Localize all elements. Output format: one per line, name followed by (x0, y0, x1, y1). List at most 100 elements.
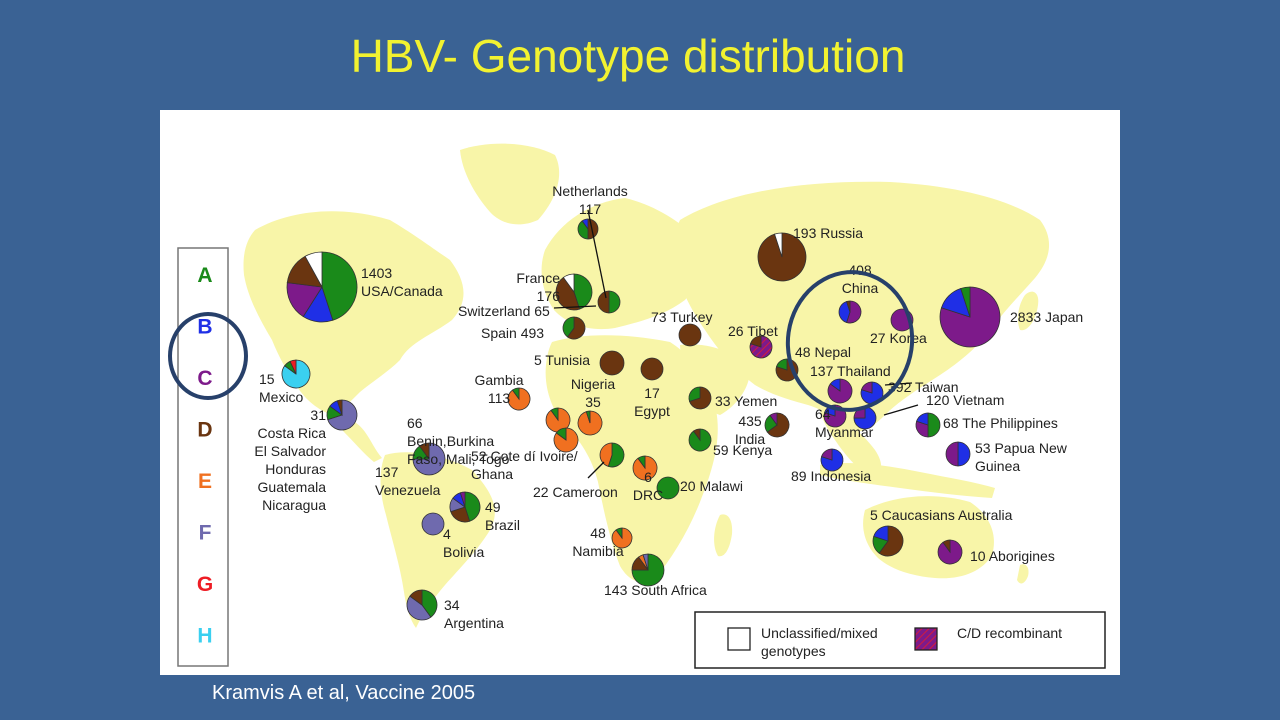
pie-usa-canada (286, 251, 358, 323)
pie-slice-papua-b (957, 441, 971, 467)
pie-turkey (678, 323, 702, 347)
label-namibia-1: Namibia (572, 543, 624, 559)
pie-slice-usa-canada-u (304, 251, 323, 288)
pie-china (838, 300, 862, 324)
pie-slice-indonesia-c (821, 448, 833, 461)
label-switzerland-0: Switzerland 65 (458, 303, 550, 319)
pie-central-america (326, 399, 358, 431)
label-drc-0: 6 (644, 469, 652, 485)
label-cote-divoire-0: 52 Cote dí Ivoire/ (471, 448, 578, 464)
label-brazil-0: 49 (485, 499, 501, 515)
pie-russia (757, 232, 807, 282)
label-indonesia-0: 89 Indonesia (791, 468, 871, 484)
label-argentina-0: 34 (444, 597, 460, 613)
landmass-madagascar (714, 514, 733, 557)
label-mexico-1: Mexico (259, 389, 304, 405)
pie-slice-france-a (573, 273, 593, 310)
pie-slice-france-u (562, 273, 575, 294)
pie-slice-aborigines-d (942, 539, 951, 554)
pie-slice-netherlands-a (577, 220, 589, 240)
genotype-legend-a: A (197, 264, 212, 287)
genotype-legend-c: C (197, 367, 212, 390)
landmass-australia (863, 496, 994, 579)
pie-brazil (449, 491, 481, 523)
label-cameroon-0: 22 Cameroon (533, 484, 618, 500)
landmass-africa (545, 335, 718, 583)
landmass-indonesia (820, 462, 995, 498)
label-egypt-1: Egypt (634, 403, 670, 419)
pie-slice-vietnam-b (853, 406, 877, 430)
pie-slice-philippines-b (916, 412, 929, 426)
pie-slice-china-b (838, 301, 851, 323)
pie-slice-korea-c (890, 308, 914, 332)
label-central-america-2: El Salvador (254, 443, 326, 459)
label-india-1: India (735, 431, 766, 447)
label-central-america-5: Nicaragua (262, 497, 326, 513)
unclassified-label: Unclassified/mixed (761, 625, 878, 641)
label-myanmar-1: Myanmar (815, 424, 874, 440)
pie-slice-kenya-d (692, 428, 701, 442)
pie-slice-argentina-a (421, 589, 438, 618)
label-benin-0: 66 (407, 415, 423, 431)
pie-slice-namibia-a (615, 527, 623, 540)
label-cote-divoire-1: Ghana (471, 466, 513, 482)
world-map-panel: A B C D E F G H 1403 USA/Canada 15 Mexico 31 Costa R… (160, 110, 1120, 675)
pie-cote-divoire (553, 427, 579, 453)
label-yemen-0: 33 Yemen (715, 393, 777, 409)
label-argentina-1: Argentina (444, 615, 504, 631)
pie-slice-usa-canada-c (286, 282, 323, 318)
pie-slice-benin-a (550, 407, 559, 422)
unclassified-swatch (727, 627, 751, 651)
landmass-new-zealand (1017, 564, 1029, 584)
pie-slice-cameroon-e (599, 442, 613, 467)
region-pies (281, 218, 1001, 621)
genotype-legend-g: G (197, 573, 213, 596)
pie-switzerland (597, 290, 621, 314)
pie-slice-japan-c (939, 286, 1001, 348)
pie-slice-india-c (769, 412, 778, 427)
pie-slice-usa-canada-a (321, 251, 358, 321)
label-usa-canada-0: 1403 (361, 265, 392, 281)
pie-australia (872, 525, 904, 557)
pie-thailand (827, 378, 853, 404)
label-gambia-1: 113 (488, 390, 511, 406)
pie-gambia (507, 387, 531, 411)
pie-slice-turkey-d (678, 323, 702, 347)
pie-slice-india-d (766, 412, 790, 438)
pie-slice-venezuela-d (419, 442, 430, 461)
region-labels: 1403 USA/Canada 15 Mexico 31 Costa Rica El Sal… (254, 183, 1083, 631)
label-china-1: China (842, 280, 879, 296)
slide-title: HBV- Genotype distribution (350, 30, 906, 82)
label-philippines-0: 68 The Philippines (943, 415, 1058, 431)
genotype-legend-d: D (197, 419, 212, 442)
label-malawi-0: 20 Malawi (680, 478, 743, 494)
pie-slice-malawi-a (656, 476, 680, 500)
label-papua-0: 53 Papua New (975, 440, 1068, 456)
pie-kenya (688, 428, 712, 452)
pie-slice-brazil-a (464, 491, 481, 522)
label-japan-0: 2833 Japan (1010, 309, 1083, 325)
pie-slice-spain-d (566, 316, 586, 340)
pie-slice-yemen-a (688, 386, 701, 402)
pie-slice-argentina-d (409, 589, 423, 606)
label-aborigines-0: 10 Aborigines (970, 548, 1055, 564)
label-china-0: 408 (848, 262, 872, 278)
label-mexico-0: 15 (259, 371, 275, 387)
pie-south-africa (631, 553, 665, 587)
label-central-america-0: 31 (310, 407, 326, 423)
label-tunisia-0: 5 Tunisia (534, 352, 590, 368)
pointer-arrows (553, 209, 919, 479)
pie-namibia (611, 527, 633, 549)
pie-bolivia (421, 512, 445, 536)
label-namibia-0: 48 (590, 525, 606, 541)
pie-korea (890, 308, 914, 332)
label-gambia-0: Gambia (474, 372, 523, 388)
pie-slice-japan-a (960, 286, 971, 318)
pie-slice-argentina-f (406, 595, 432, 621)
label-central-america-3: Honduras (265, 461, 326, 477)
pie-slice-australia-d (878, 525, 904, 557)
label-nigeria-0: Nigeria (571, 376, 616, 392)
pie-slice-tibet-d (750, 335, 762, 348)
landmass-greenland (460, 143, 560, 225)
pie-slice-cote-divoire-a (555, 427, 567, 441)
